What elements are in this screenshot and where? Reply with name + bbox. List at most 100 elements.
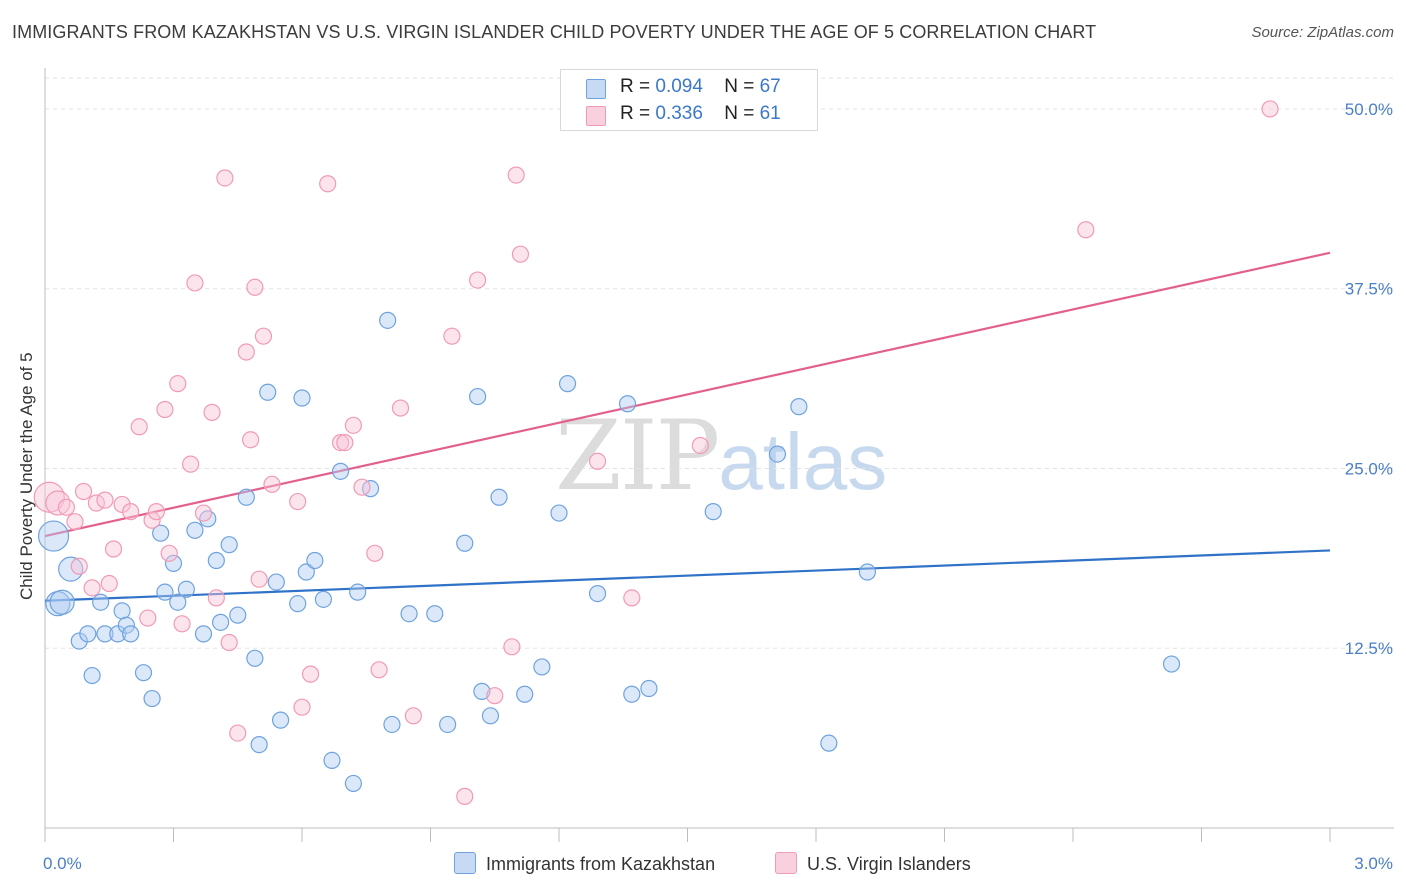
trend-line-kazakhstan <box>44 549 1331 602</box>
virgin-islanders-point <box>301 665 320 683</box>
kazakhstan-point <box>768 445 787 463</box>
kazakhstan-point <box>623 685 641 703</box>
virgin-islanders-point <box>156 400 174 419</box>
kazakhstan-point <box>439 715 457 734</box>
virgin-islanders-point <box>443 327 461 345</box>
data-points <box>33 100 1279 805</box>
virgin-islanders-point <box>404 707 422 725</box>
watermark-atlas: atlas <box>718 417 888 506</box>
virgin-islanders-point <box>96 491 114 509</box>
virgin-islanders-point <box>100 574 118 593</box>
virgin-islanders-point <box>370 661 388 679</box>
kazakhstan-point <box>618 395 637 413</box>
n-label: N = <box>724 103 755 124</box>
stats-legend: R = 0.094 N = 67 R = 0.336 N = 61 <box>560 69 818 131</box>
kazakhstan-point <box>117 616 135 634</box>
chart-title: IMMIGRANTS FROM KAZAKHSTAN VS U.S. VIRGI… <box>12 22 1097 42</box>
legend-swatch-blue <box>454 852 476 874</box>
virgin-islanders-point <box>336 433 354 452</box>
virgin-islanders-point <box>203 403 221 421</box>
kazakhstan-point <box>96 625 114 643</box>
kazakhstan-point <box>246 649 264 667</box>
virgin-islanders-point <box>289 492 307 511</box>
r-label: R = <box>620 76 651 97</box>
virgin-islanders-point <box>70 557 88 575</box>
kazakhstan-point <box>306 551 324 570</box>
legend-swatch-pink <box>586 106 606 126</box>
stats-row-virgin-islanders: R = 0.336 N = 61 <box>586 103 781 126</box>
kazakhstan-point <box>323 751 341 770</box>
virgin-islanders-point <box>1077 221 1095 239</box>
virgin-islanders-point <box>254 327 273 345</box>
kazakhstan-point <box>45 591 71 617</box>
legend-label-kazakhstan: Immigrants from Kazakhstan <box>486 854 716 874</box>
kazakhstan-point <box>349 583 367 601</box>
virgin-islanders-point <box>263 475 281 493</box>
kazakhstan-point <box>456 534 474 552</box>
virgin-islanders-point <box>229 724 247 742</box>
kazakhstan-point <box>790 398 808 416</box>
kazakhstan-point <box>267 573 285 591</box>
kazakhstan-point <box>83 666 101 685</box>
kazakhstan-point <box>533 658 551 676</box>
virgin-islanders-point <box>511 245 530 263</box>
kazakhstan-point <box>383 715 401 734</box>
kazakhstan-point <box>704 503 722 521</box>
kazakhstan-point <box>49 589 75 615</box>
kazakhstan-point <box>122 625 140 643</box>
virgin-islanders-point <box>319 175 337 193</box>
grid-lines <box>45 77 1394 649</box>
kazakhstan-point <box>426 605 444 623</box>
kazakhstan-point <box>237 488 255 506</box>
trend-line-virgin-islanders <box>44 251 1331 538</box>
kazakhstan-point <box>70 632 88 650</box>
tick-labels: 12.5% 25.0% 37.5% 50.0% 0.0% 3.0% <box>43 100 1393 873</box>
kazakhstan-point <box>293 389 311 407</box>
virgin-islanders-point <box>242 431 260 449</box>
virgin-islanders-point <box>220 633 238 652</box>
watermark: ZIPatlas <box>555 400 887 512</box>
kazakhstan-point <box>469 387 487 406</box>
kazakhstan-point <box>164 554 183 572</box>
virgin-islanders-point <box>293 698 311 716</box>
virgin-islanders-point <box>147 503 165 521</box>
y-tick-label: 37.5% <box>1345 280 1393 299</box>
virgin-islanders-point <box>33 481 65 513</box>
virgin-islanders-point <box>66 513 84 531</box>
virgin-islanders-point <box>1261 100 1279 118</box>
kazakhstan-point <box>194 625 213 643</box>
kazakhstan-point <box>361 480 380 498</box>
virgin-islanders-point <box>623 589 641 607</box>
legend-item-virgin-islanders: U.S. Virgin Islanders <box>775 852 971 875</box>
virgin-islanders-point <box>113 495 131 514</box>
kazakhstan-point <box>331 462 350 480</box>
kazakhstan-point <box>558 375 577 393</box>
virgin-islanders-point <box>139 609 157 627</box>
y-axis-label-wrap: Child Poverty Under the Age of 5 <box>17 352 37 601</box>
kazakhstan-point <box>858 563 877 581</box>
virgin-islanders-point <box>246 278 264 296</box>
n-value: 61 <box>759 103 781 124</box>
virgin-islanders-point <box>45 490 71 516</box>
kazakhstan-point <box>212 613 230 631</box>
kazakhstan-point <box>550 504 568 522</box>
virgin-islanders-point <box>207 589 225 607</box>
virgin-islanders-point <box>456 787 474 805</box>
kazakhstan-point <box>229 606 247 624</box>
virgin-islanders-point <box>182 455 200 473</box>
virgin-islanders-point <box>169 375 187 393</box>
kazakhstan-point <box>92 593 110 611</box>
virgin-islanders-point <box>331 433 350 452</box>
kazakhstan-point <box>177 580 195 598</box>
kazakhstan-point <box>79 625 97 643</box>
virgin-islanders-point <box>74 482 93 501</box>
kazakhstan-point <box>259 383 277 401</box>
kazakhstan-point <box>113 602 131 620</box>
kazakhstan-point <box>143 689 161 708</box>
kazakhstan-point <box>344 774 362 793</box>
virgin-islanders-point <box>250 570 268 588</box>
stats-row-kazakhstan: R = 0.094 N = 67 <box>586 76 781 99</box>
kazakhstan-point <box>152 524 170 542</box>
virgin-islanders-point <box>366 544 384 562</box>
